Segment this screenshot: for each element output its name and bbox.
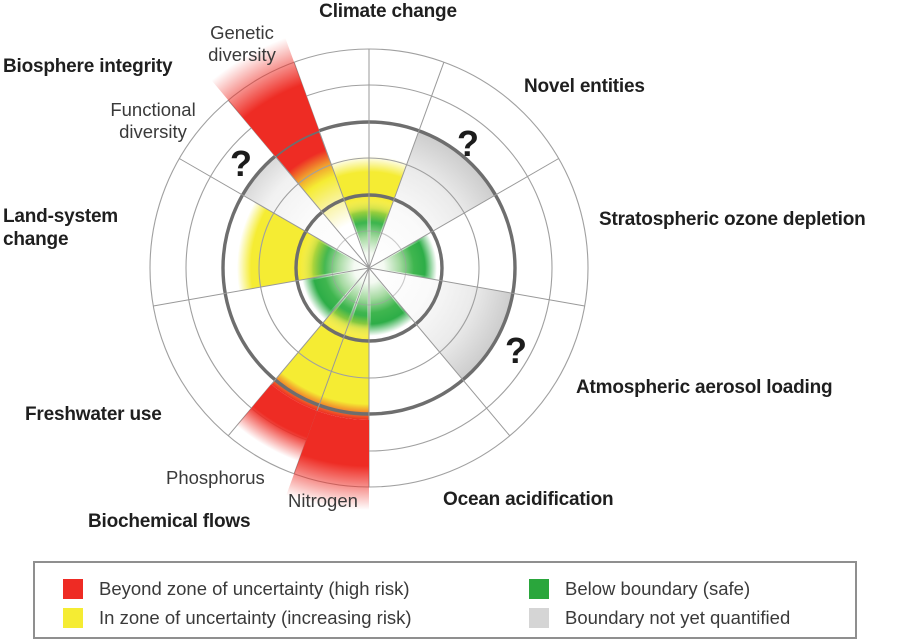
label-freshwater-use: Freshwater use: [25, 404, 162, 425]
label-genetic-diversity: Genetic diversity: [208, 22, 276, 66]
white-streak: [307, 268, 369, 282]
grid-spoke: [368, 267, 511, 437]
planetary-boundaries-wheel: ???: [149, 37, 589, 510]
wedge-biosphere-integrity-functional-diversity: [242, 156, 369, 268]
label-stratospheric-ozone-depletion: Stratospheric ozone depletion: [599, 209, 866, 230]
grid-spoke: [368, 62, 445, 269]
label-ocean-acidification: Ocean acidification: [443, 489, 614, 510]
label-biochemical-flows: Biochemical flows: [88, 511, 251, 532]
label-nitrogen: Nitrogen: [288, 490, 358, 511]
label-phosphorus: Phosphorus: [166, 467, 265, 488]
legend-label-high-risk: Beyond zone of uncertainty (high risk): [99, 578, 410, 599]
label-biosphere-integrity: Biosphere integrity: [3, 56, 173, 77]
wedge-land-system-change: [237, 202, 369, 291]
legend: Beyond zone of uncertainty (high risk) I…: [33, 561, 857, 639]
legend-item-not-quantified: Boundary not yet quantified: [529, 607, 790, 629]
wedge-biochemical-flows-nitrogen: [317, 268, 369, 420]
legend-item-safe: Below boundary (safe): [529, 578, 750, 600]
legend-label-safe: Below boundary (safe): [565, 578, 751, 599]
label-land-system-change: Land-system change: [3, 206, 119, 250]
grid-spoke: [227, 99, 370, 269]
grid-spoke: [153, 267, 370, 307]
wedge-biochemical-flows-phosphorus: [236, 384, 317, 462]
label-functional-diversity: Functional diversity: [110, 99, 196, 143]
question-mark-biosphere-integrity-functional-diversity: ?: [230, 143, 252, 184]
legend-label-increasing-risk: In zone of uncertainty (increasing risk): [99, 607, 412, 628]
grid-spoke: [368, 158, 559, 269]
grid-spoke: [179, 158, 370, 269]
legend-swatch-increasing-risk: [63, 608, 83, 628]
question-mark-atmospheric-aerosol-loading: ?: [505, 330, 527, 371]
legend-swatch-high-risk: [63, 579, 83, 599]
grid-spoke: [368, 267, 585, 307]
legend-item-high-risk: Beyond zone of uncertainty (high risk): [63, 578, 410, 600]
wedge-novel-entities: [369, 130, 496, 268]
legend-item-increasing-risk: In zone of uncertainty (increasing risk): [63, 607, 412, 629]
legend-swatch-safe: [529, 579, 549, 599]
legend-swatch-not-quantified: [529, 608, 549, 628]
wedge-biochemical-flows-phosphorus: [271, 268, 369, 411]
wedge-biosphere-integrity-genetic-diversity: [211, 37, 320, 157]
label-novel-entities: Novel entities: [524, 76, 645, 97]
wedge-atmospheric-aerosol-loading: [369, 268, 513, 380]
label-climate-change: Climate change: [319, 1, 457, 22]
label-atmospheric-aerosol-loading: Atmospheric aerosol loading: [576, 377, 833, 398]
legend-label-not-quantified: Boundary not yet quantified: [565, 607, 791, 628]
wedge-biosphere-integrity-genetic-diversity: [275, 130, 369, 268]
wedge-biochemical-flows-nitrogen: [286, 410, 369, 510]
question-mark-novel-entities: ?: [457, 123, 479, 164]
